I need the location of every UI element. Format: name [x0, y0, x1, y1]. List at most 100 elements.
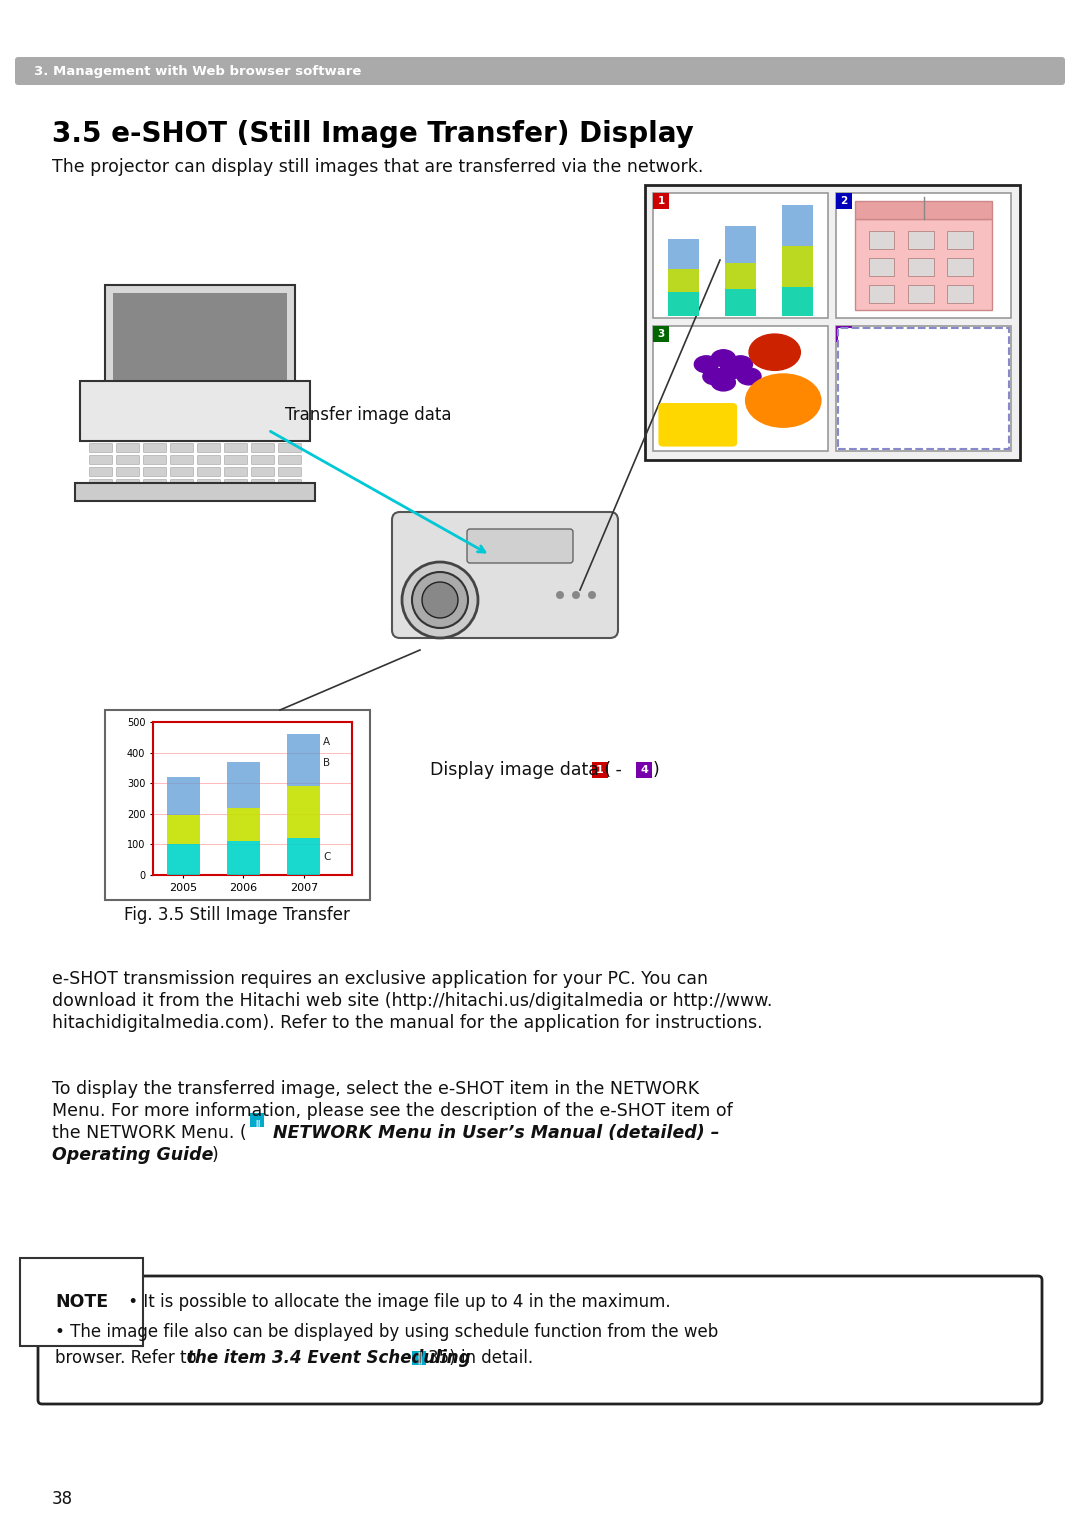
- FancyBboxPatch shape: [653, 326, 828, 450]
- Text: 38: 38: [52, 1491, 73, 1507]
- FancyBboxPatch shape: [198, 467, 220, 476]
- FancyBboxPatch shape: [279, 443, 301, 452]
- Bar: [725, 290, 756, 316]
- FancyBboxPatch shape: [838, 328, 1009, 449]
- Bar: [725, 264, 756, 316]
- Circle shape: [703, 368, 727, 385]
- Text: 4: 4: [640, 764, 648, 775]
- FancyBboxPatch shape: [90, 443, 112, 452]
- Bar: [287, 786, 321, 838]
- FancyBboxPatch shape: [90, 480, 112, 489]
- Bar: [667, 268, 699, 316]
- FancyBboxPatch shape: [645, 185, 1020, 460]
- Text: 2: 2: [840, 196, 848, 205]
- Text: Operating Guide: Operating Guide: [52, 1146, 214, 1164]
- Text: Transfer image data: Transfer image data: [285, 406, 451, 424]
- FancyBboxPatch shape: [947, 257, 973, 276]
- FancyBboxPatch shape: [592, 761, 608, 778]
- FancyBboxPatch shape: [171, 480, 193, 489]
- FancyBboxPatch shape: [198, 455, 220, 464]
- Circle shape: [411, 571, 468, 628]
- FancyBboxPatch shape: [467, 529, 573, 562]
- FancyBboxPatch shape: [252, 480, 274, 489]
- Bar: [287, 838, 321, 875]
- Bar: [227, 807, 260, 841]
- Circle shape: [712, 349, 735, 366]
- FancyBboxPatch shape: [252, 455, 274, 464]
- FancyBboxPatch shape: [947, 231, 973, 250]
- FancyBboxPatch shape: [252, 443, 274, 452]
- FancyBboxPatch shape: [659, 403, 737, 447]
- Text: browser. Refer to: browser. Refer to: [55, 1350, 202, 1367]
- FancyBboxPatch shape: [198, 480, 220, 489]
- FancyBboxPatch shape: [279, 467, 301, 476]
- FancyBboxPatch shape: [249, 1114, 264, 1128]
- Text: 35) in detail.: 35) in detail.: [428, 1350, 534, 1367]
- FancyBboxPatch shape: [144, 455, 166, 464]
- Text: hitachidigitalmedia.com). Refer to the manual for the application for instructio: hitachidigitalmedia.com). Refer to the m…: [52, 1014, 762, 1033]
- Text: Fig. 3.5 Still Image Transfer: Fig. 3.5 Still Image Transfer: [124, 905, 350, 924]
- FancyBboxPatch shape: [411, 1351, 426, 1365]
- Text: B: B: [323, 758, 330, 769]
- FancyBboxPatch shape: [653, 193, 828, 319]
- Text: • The image file also can be displayed by using schedule function from the web: • The image file also can be displayed b…: [55, 1324, 718, 1340]
- Text: Display image data (: Display image data (: [430, 761, 611, 778]
- FancyBboxPatch shape: [198, 443, 220, 452]
- Circle shape: [729, 355, 753, 372]
- Text: 1: 1: [658, 196, 664, 205]
- Text: 3.5 e-SHOT (Still Image Transfer) Display: 3.5 e-SHOT (Still Image Transfer) Displa…: [52, 119, 693, 149]
- FancyBboxPatch shape: [75, 483, 315, 501]
- Text: ‖: ‖: [254, 1120, 260, 1134]
- Bar: [166, 815, 200, 844]
- Text: 4: 4: [840, 329, 848, 339]
- FancyBboxPatch shape: [117, 480, 139, 489]
- Text: ): ): [212, 1146, 219, 1164]
- FancyBboxPatch shape: [855, 201, 991, 219]
- Text: 3. Management with Web browser software: 3. Management with Web browser software: [33, 64, 362, 78]
- Text: NOTE: NOTE: [55, 1293, 108, 1311]
- FancyBboxPatch shape: [38, 1276, 1042, 1403]
- Circle shape: [694, 355, 718, 372]
- FancyBboxPatch shape: [908, 257, 934, 276]
- FancyBboxPatch shape: [144, 443, 166, 452]
- Circle shape: [556, 591, 564, 599]
- Polygon shape: [105, 285, 295, 424]
- Circle shape: [402, 562, 478, 637]
- FancyBboxPatch shape: [117, 455, 139, 464]
- FancyBboxPatch shape: [225, 443, 247, 452]
- FancyBboxPatch shape: [836, 326, 852, 342]
- FancyBboxPatch shape: [252, 467, 274, 476]
- Text: -: -: [610, 761, 627, 778]
- Polygon shape: [113, 293, 287, 417]
- Text: • It is possible to allocate the image file up to 4 in the maximum.: • It is possible to allocate the image f…: [123, 1293, 671, 1311]
- Text: C: C: [323, 852, 330, 861]
- FancyBboxPatch shape: [225, 467, 247, 476]
- Bar: [667, 239, 699, 316]
- Text: download it from the Hitachi web site (http://hitachi.us/digitalmedia or http://: download it from the Hitachi web site (h…: [52, 993, 772, 1010]
- FancyBboxPatch shape: [144, 467, 166, 476]
- FancyBboxPatch shape: [279, 480, 301, 489]
- Text: the item 3.4 Event Scheduling: the item 3.4 Event Scheduling: [187, 1350, 471, 1367]
- FancyBboxPatch shape: [653, 326, 669, 342]
- Text: 1: 1: [596, 764, 604, 775]
- Text: 3: 3: [658, 329, 664, 339]
- FancyBboxPatch shape: [636, 761, 652, 778]
- Circle shape: [737, 368, 761, 385]
- FancyBboxPatch shape: [947, 285, 973, 303]
- Text: To display the transferred image, select the e-SHOT item in the NETWORK: To display the transferred image, select…: [52, 1080, 699, 1098]
- Text: Menu. For more information, please see the description of the e-SHOT item of: Menu. For more information, please see t…: [52, 1102, 732, 1120]
- Text: A: A: [323, 737, 330, 748]
- FancyBboxPatch shape: [80, 381, 310, 441]
- FancyBboxPatch shape: [868, 285, 894, 303]
- FancyBboxPatch shape: [144, 480, 166, 489]
- FancyBboxPatch shape: [117, 467, 139, 476]
- Text: The projector can display still images that are transferred via the network.: The projector can display still images t…: [52, 158, 703, 176]
- Bar: [725, 227, 756, 316]
- FancyBboxPatch shape: [653, 193, 669, 208]
- FancyBboxPatch shape: [836, 326, 1011, 450]
- Bar: [287, 734, 321, 786]
- FancyBboxPatch shape: [836, 193, 1011, 319]
- FancyBboxPatch shape: [225, 480, 247, 489]
- FancyBboxPatch shape: [90, 455, 112, 464]
- FancyBboxPatch shape: [15, 57, 1065, 84]
